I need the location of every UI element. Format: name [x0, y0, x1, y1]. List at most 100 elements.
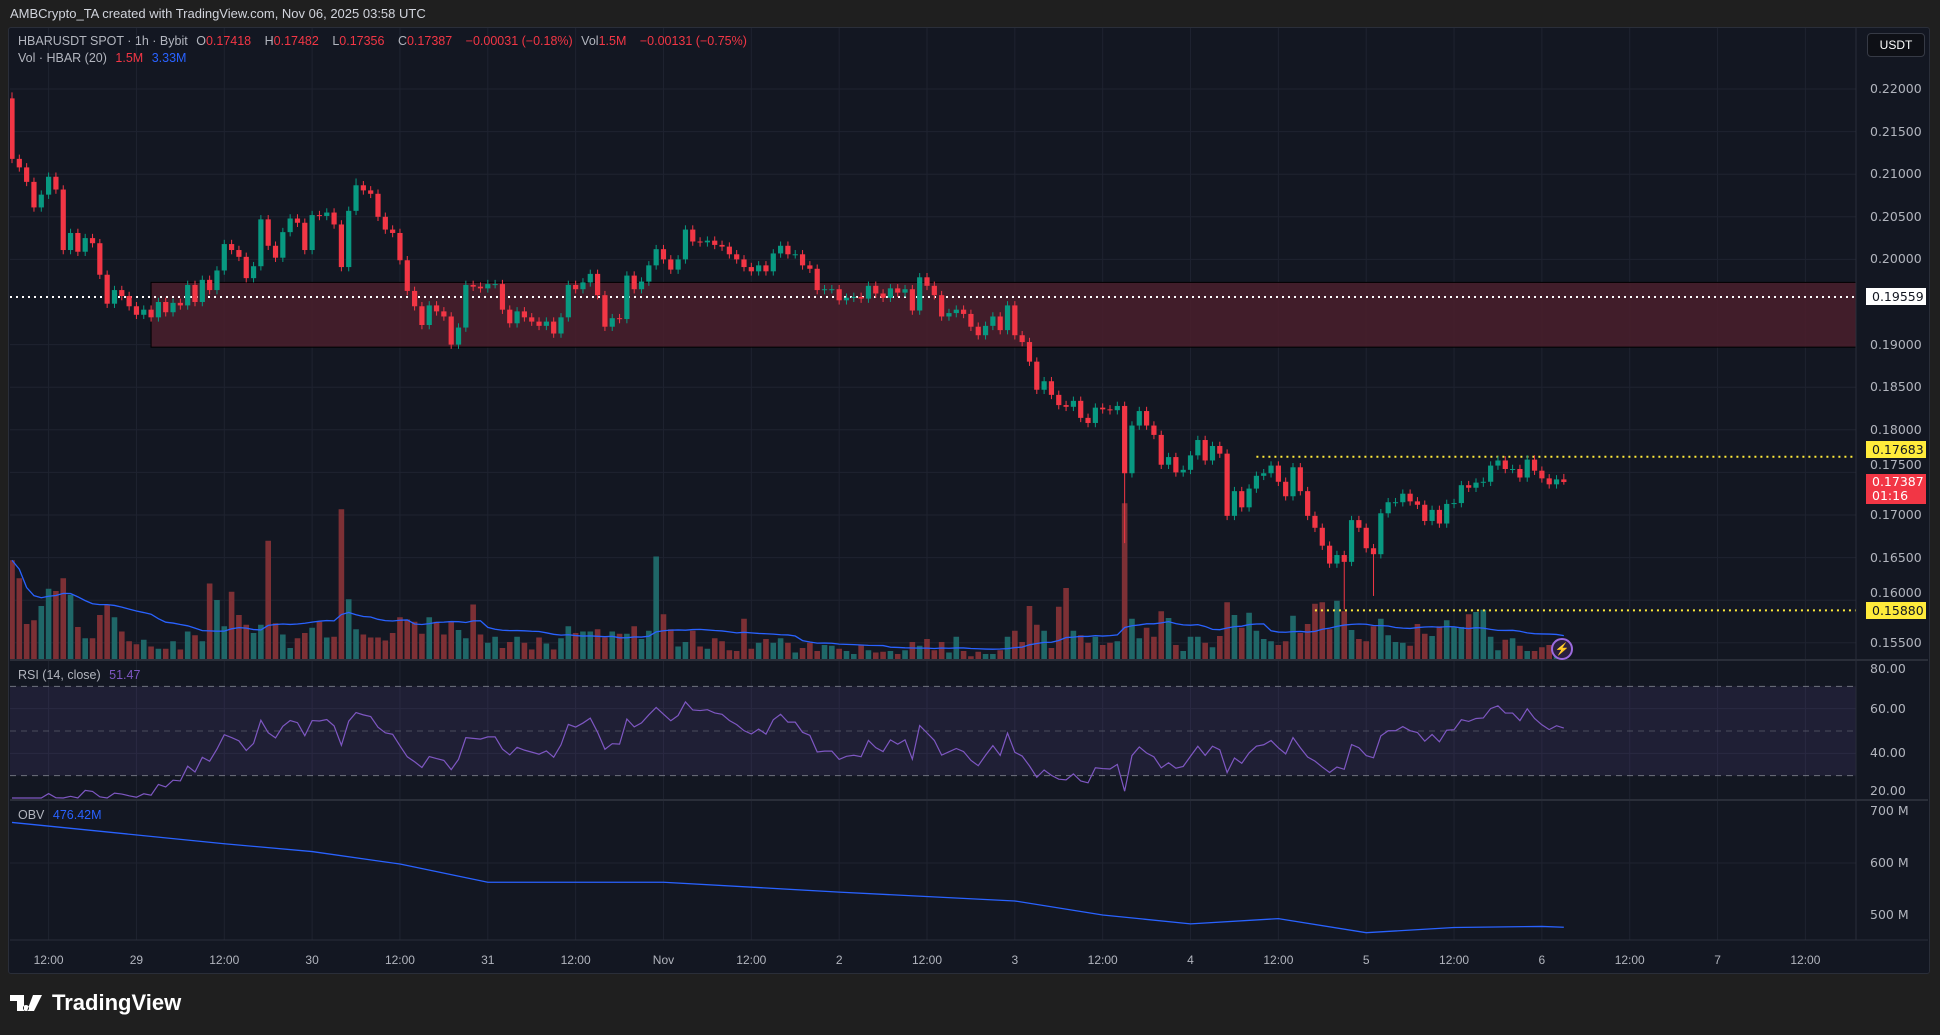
- volume-bar: [1421, 633, 1428, 660]
- volume-bar: [872, 652, 879, 660]
- volume-indicator-title[interactable]: Vol · HBAR (20): [18, 51, 107, 65]
- rsi-band: [10, 686, 1856, 776]
- volume-bar: [119, 631, 125, 660]
- low-label: L: [332, 34, 340, 48]
- candle: [1034, 361, 1040, 390]
- volume-bar: [631, 626, 637, 660]
- volume-bar: [1231, 615, 1238, 660]
- volume-bar: [492, 636, 498, 660]
- supply-zone: [150, 281, 1856, 348]
- plot-area: [10, 28, 1856, 940]
- candle: [470, 284, 476, 287]
- time-axis-label: 12:00: [384, 953, 415, 967]
- obv-axis-label: 700 M: [1870, 803, 1909, 818]
- volume-bar: [419, 633, 425, 660]
- candle: [82, 238, 88, 252]
- candle: [1510, 468, 1516, 470]
- chart-frame[interactable]: [8, 27, 1930, 974]
- price-axis-label: 0.21500: [1870, 123, 1922, 139]
- candle: [89, 238, 96, 244]
- price-axis-label: 0.18000: [1870, 421, 1922, 437]
- candle: [1451, 503, 1457, 505]
- candle: [119, 290, 125, 297]
- obv-title[interactable]: OBV: [18, 808, 45, 822]
- candle: [1224, 453, 1230, 516]
- candle: [346, 210, 352, 268]
- candle: [1165, 457, 1172, 465]
- volume-bar: [265, 540, 271, 660]
- candle: [24, 167, 30, 182]
- rsi-title[interactable]: RSI (14, close): [18, 668, 101, 682]
- volume-bar: [170, 641, 176, 660]
- candle: [543, 321, 549, 326]
- candle: [953, 309, 959, 314]
- candle: [968, 313, 974, 327]
- volume-bar: [616, 633, 623, 660]
- high-label: H: [264, 34, 274, 48]
- candle: [1473, 482, 1479, 488]
- symbol-info[interactable]: HBARUSDT SPOT · 1h · Bybit: [18, 34, 188, 48]
- volume-bar: [1458, 627, 1465, 660]
- volume-bar: [184, 631, 191, 660]
- volume-bar: [851, 654, 857, 660]
- volume-bar: [236, 615, 242, 660]
- candle: [170, 302, 176, 313]
- rsi-axis-label: 40.00: [1870, 745, 1906, 761]
- volume-bar: [1041, 630, 1047, 660]
- candle: [1246, 488, 1252, 508]
- volume-bar: [31, 620, 37, 660]
- candle: [1268, 465, 1274, 474]
- candle: [726, 246, 732, 255]
- candle: [638, 281, 645, 290]
- volume-bar: [1173, 645, 1179, 660]
- candle: [507, 309, 513, 324]
- candle: [1305, 491, 1311, 516]
- lightning-icon[interactable]: ⚡: [1551, 638, 1573, 660]
- volume-bar: [1290, 615, 1296, 660]
- candle: [1012, 305, 1018, 336]
- volume-bar: [1341, 611, 1348, 660]
- candle: [60, 189, 66, 251]
- volume-bar: [916, 645, 923, 660]
- price-tag-support: 0.15880: [1866, 602, 1926, 619]
- volume-bar: [1195, 636, 1201, 660]
- candle: [1458, 485, 1464, 504]
- rsi-line: [12, 700, 1565, 799]
- candle: [821, 289, 828, 291]
- volume-bar: [602, 637, 608, 660]
- volume-bar: [990, 654, 996, 660]
- candle: [734, 254, 740, 260]
- candle: [587, 273, 593, 283]
- volume-bar: [389, 633, 396, 660]
- volume-bar: [814, 651, 820, 660]
- candle: [1144, 411, 1150, 426]
- candle: [1180, 469, 1186, 473]
- currency-button[interactable]: USDT: [1867, 33, 1925, 57]
- candle: [675, 259, 681, 270]
- candle: [258, 219, 264, 267]
- candle: [1283, 481, 1289, 497]
- candle: [1370, 548, 1377, 555]
- candle: [1026, 342, 1033, 362]
- price-axis-label: 0.20500: [1870, 208, 1922, 224]
- volume-bar: [1546, 645, 1552, 660]
- candle: [419, 306, 425, 326]
- rsi-axis-label: 20.00: [1870, 783, 1906, 798]
- candle: [163, 302, 169, 313]
- time-axis-label: 3: [1011, 953, 1019, 967]
- candle: [763, 265, 769, 272]
- volume-bar: [580, 631, 586, 660]
- candle: [265, 219, 271, 246]
- candle: [492, 284, 498, 286]
- price-axis-label: 0.18500: [1870, 379, 1922, 395]
- tradingview-logo[interactable]: TradingView: [10, 990, 181, 1016]
- volume-bar: [1187, 636, 1194, 660]
- candle: [682, 229, 689, 260]
- volume-bar: [338, 509, 345, 660]
- volume-bar: [1151, 636, 1157, 660]
- volume-bar: [799, 648, 806, 660]
- open-label: O: [196, 34, 206, 48]
- candle: [1063, 405, 1069, 407]
- volume-bar: [777, 638, 784, 660]
